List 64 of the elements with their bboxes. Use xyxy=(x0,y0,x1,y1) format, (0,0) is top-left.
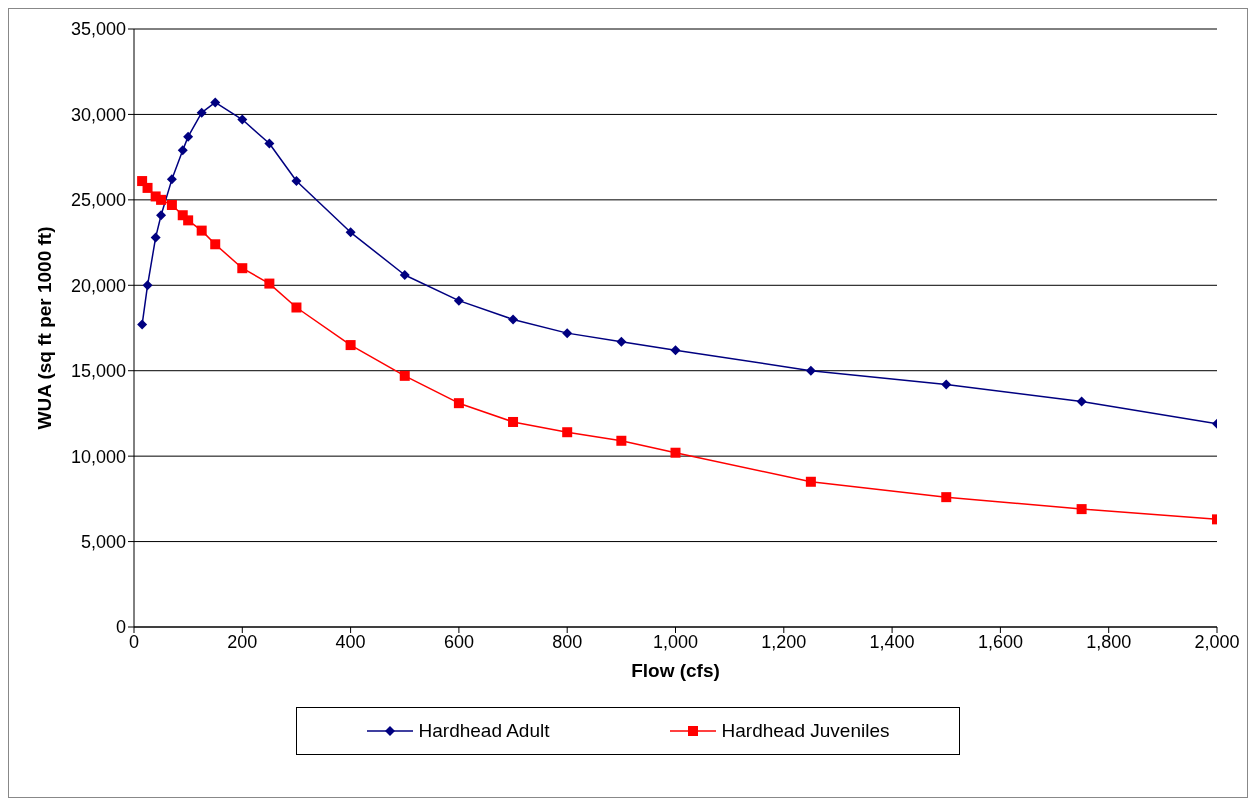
point xyxy=(399,270,410,281)
y-tick-label: 15,000 xyxy=(70,361,126,382)
x-tick-label: 400 xyxy=(335,631,366,652)
point xyxy=(210,97,221,108)
point xyxy=(156,194,167,205)
point xyxy=(166,174,177,185)
y-tick-label: 20,000 xyxy=(70,275,126,296)
point xyxy=(508,416,519,427)
point xyxy=(1076,396,1087,407)
point xyxy=(291,302,302,313)
x-tick-label: 1,400 xyxy=(869,631,915,652)
point xyxy=(291,176,302,187)
point xyxy=(142,182,153,193)
x-tick-label: 1,600 xyxy=(977,631,1023,652)
point xyxy=(805,476,816,487)
point xyxy=(137,319,148,330)
legend-label: Hardhead Adult xyxy=(418,720,550,742)
point xyxy=(670,345,681,356)
point xyxy=(616,336,627,347)
legend-label: Hardhead Juveniles xyxy=(721,720,890,742)
point xyxy=(670,447,681,458)
x-tick-label: 0 xyxy=(128,631,140,652)
point xyxy=(616,435,627,446)
point xyxy=(183,215,194,226)
x-tick-label: 2,000 xyxy=(1194,631,1240,652)
x-tick-label: 600 xyxy=(443,631,474,652)
point xyxy=(508,314,519,325)
point xyxy=(196,107,207,118)
point xyxy=(399,370,410,381)
point xyxy=(196,225,207,236)
point xyxy=(237,114,248,125)
y-tick-label: 35,000 xyxy=(70,19,126,40)
point xyxy=(805,365,816,376)
point xyxy=(183,131,194,142)
x-tick-label: 1,200 xyxy=(761,631,807,652)
point xyxy=(1076,504,1087,515)
x-tick-label: 1,000 xyxy=(652,631,699,652)
point xyxy=(562,328,573,339)
point xyxy=(453,295,464,306)
point xyxy=(941,492,952,503)
x-tick-label: 800 xyxy=(552,631,583,652)
point xyxy=(941,379,952,390)
point xyxy=(453,398,464,409)
point xyxy=(150,232,161,243)
y-tick-label: 0 xyxy=(115,617,126,638)
point xyxy=(345,340,356,351)
point xyxy=(156,210,167,221)
point xyxy=(345,227,356,238)
x-axis-title: Flow (cfs) xyxy=(631,660,720,681)
point xyxy=(166,199,177,210)
x-tick-label: 200 xyxy=(227,631,258,652)
point xyxy=(264,278,275,289)
point xyxy=(177,145,188,156)
y-tick-label: 10,000 xyxy=(70,446,126,467)
point xyxy=(237,263,248,274)
y-axis-title: WUA (sq ft per 1000 ft) xyxy=(33,226,55,430)
point xyxy=(210,239,221,250)
point xyxy=(264,138,275,149)
point xyxy=(562,427,573,438)
x-tick-label: 1,800 xyxy=(1086,631,1132,652)
y-tick-label: 25,000 xyxy=(70,190,126,211)
y-tick-label: 30,000 xyxy=(70,104,126,125)
point xyxy=(142,280,153,291)
y-tick-label: 5,000 xyxy=(80,531,126,552)
